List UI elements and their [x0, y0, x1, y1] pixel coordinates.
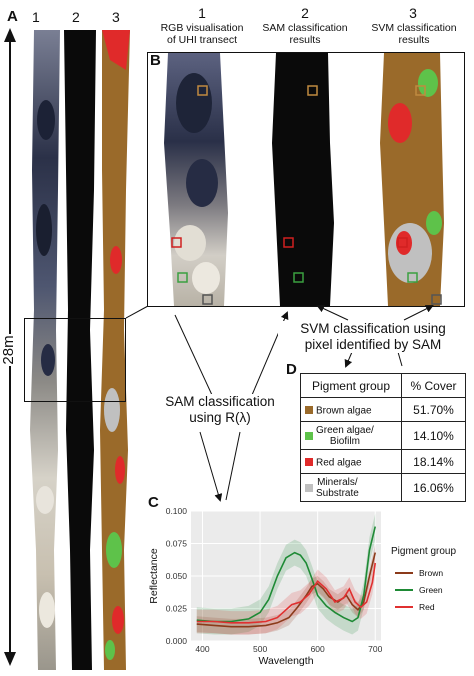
cover-value: 14.10% [401, 421, 466, 450]
strip-number-2: 2 [72, 9, 80, 25]
table-row: Brown algae 51.70% [300, 397, 466, 422]
series-line-green [196, 526, 377, 623]
panel-b-col1-number: 1 [198, 5, 206, 21]
panel-d-label: D [286, 361, 297, 378]
x-tick-label: 400 [195, 644, 209, 654]
strip-number-3: 3 [112, 9, 120, 25]
zoom-region-box [24, 318, 126, 402]
panel-b-label: B [150, 52, 161, 69]
sam-annotation: SAM classification using R(λ) [150, 394, 290, 426]
swatch-brown [305, 406, 313, 415]
y-tick-label: 0.075 [166, 539, 188, 549]
x-tick-label: 500 [253, 644, 267, 654]
y-tick-label: 0.000 [166, 636, 188, 646]
panel-b-col2-caption: SAM classification results [250, 22, 360, 46]
header-cover: % Cover [401, 373, 466, 398]
caption-line: results [289, 34, 321, 46]
annotation-line: pixel identified by SAM [304, 337, 442, 352]
caption-line: results [398, 34, 430, 46]
legend-title: Pigment group [391, 546, 456, 557]
confidence-band-red [196, 551, 376, 635]
panel-b-frame [147, 52, 465, 307]
y-axis-label: Reflectance [148, 548, 160, 604]
pigment-cell: Brown algae [300, 397, 402, 422]
swatch-red [305, 458, 313, 467]
x-tick-label: 600 [311, 644, 325, 654]
panel-b-col3-caption: SVM classification results [358, 22, 470, 46]
pigment-cell: Minerals/Substrate [300, 473, 402, 502]
annotation-line: SAM classification [165, 394, 275, 409]
x-axis-label: Wavelength [258, 655, 313, 667]
annotation-line: SVM classification using [300, 321, 446, 336]
pigment-name-line: Minerals/ [317, 476, 358, 488]
legend-label-green: Green [419, 585, 443, 595]
pigment-cell: Red algae [300, 449, 402, 474]
panel-b-col2-number: 2 [301, 5, 309, 21]
transect-strips [30, 30, 130, 670]
panel-a-label: A [7, 8, 18, 25]
pigment-name: Green algae/Biofilm [316, 425, 374, 447]
pigment-name-line: Substrate [316, 487, 359, 499]
panel-c-label: C [148, 494, 159, 511]
strip-svm [100, 30, 130, 670]
y-tick-label: 0.025 [166, 604, 188, 614]
cover-value: 16.06% [401, 473, 466, 502]
table-row: Minerals/Substrate 16.06% [300, 473, 466, 502]
annotation-line: using R(λ) [189, 410, 251, 425]
panel-b-col3-number: 3 [409, 5, 417, 21]
strip-number-1: 1 [32, 9, 40, 25]
svm-annotation: SVM classification using pixel identifie… [278, 321, 468, 353]
caption-line: of UHI transect [166, 34, 238, 46]
reflectance-chart: 0.000 0.025 0.050 0.075 0.100 400 500 600 700 Wav… [148, 506, 456, 667]
legend-label-brown: Brown [419, 568, 443, 578]
pigment-name-line: Biofilm [329, 435, 360, 447]
x-tick-label: 700 [368, 644, 382, 654]
swatch-substrate [305, 483, 313, 492]
strip-rgb [30, 30, 60, 670]
swatch-green [305, 431, 313, 440]
caption-line: RGB visualisation [160, 22, 244, 34]
y-tick-label: 0.100 [166, 506, 188, 516]
zoom-markers [171, 85, 442, 305]
pigment-name: Minerals/Substrate [316, 477, 359, 499]
table-row: Red algae 18.14% [300, 449, 466, 474]
panel-b-images [164, 53, 444, 306]
pigment-name: Red algae [316, 456, 362, 468]
pigment-name-line: Green algae/ [316, 424, 374, 436]
table-row: Green algae/Biofilm 14.10% [300, 421, 466, 450]
header-pigment-group: Pigment group [300, 373, 402, 398]
zoom-rgb-image [164, 53, 228, 306]
pigment-table: Pigment group % Cover Brown algae 51.70%… [300, 373, 466, 502]
cover-value: 51.70% [401, 397, 466, 422]
strip-sam [64, 30, 96, 670]
y-tick-label: 0.050 [166, 571, 188, 581]
cover-value: 18.14% [401, 449, 466, 474]
zoom-sam-image [272, 53, 334, 306]
caption-line: SVM classification [371, 22, 457, 34]
panel-b-col1-caption: RGB visualisation of UHI transect [147, 22, 257, 46]
caption-line: SAM classification [262, 22, 348, 34]
confidence-band-green [196, 513, 376, 635]
pigment-name: Brown algae [316, 404, 372, 416]
legend-label-red: Red [419, 602, 435, 612]
series-line-red [196, 562, 377, 624]
pigment-cell: Green algae/Biofilm [300, 421, 402, 450]
